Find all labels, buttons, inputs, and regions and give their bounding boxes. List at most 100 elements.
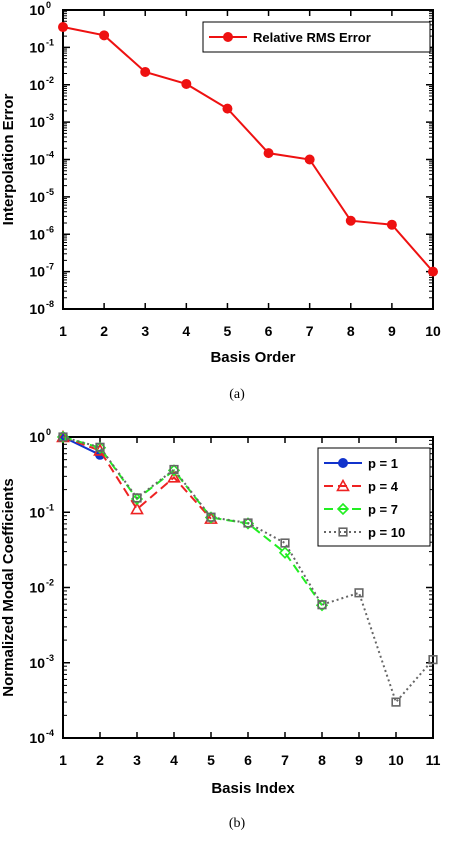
y-tick-exponent: -7	[46, 262, 54, 272]
legend: Relative RMS Error	[202, 21, 431, 53]
data-point	[263, 148, 274, 159]
legend-swatch-marker	[336, 478, 350, 492]
x-tick-label: 10	[425, 323, 441, 339]
y-tick-exponent: -4	[46, 150, 54, 160]
x-tick-label: 8	[347, 323, 355, 339]
legend-label: p = 7	[368, 502, 398, 517]
x-tick-label: 11	[426, 752, 441, 768]
y-tick-label: 10	[29, 226, 45, 242]
figure-caption: (b)	[229, 816, 246, 831]
y-axis-label: Interpolation Error	[0, 94, 17, 226]
y-tick-label: 10	[29, 39, 45, 55]
x-tick-label: 6	[265, 323, 273, 339]
legend-box	[317, 447, 431, 547]
plot-frame	[62, 9, 434, 310]
y-tick-exponent: -8	[46, 299, 54, 309]
x-tick-label: 5	[207, 752, 215, 768]
x-tick-label: 1	[59, 752, 67, 768]
legend-swatch-marker	[338, 527, 348, 537]
x-tick-label: 3	[141, 323, 149, 339]
data-point	[167, 470, 181, 483]
data-point	[132, 493, 142, 503]
x-tick-label: 7	[281, 752, 289, 768]
x-tick-label: 2	[96, 752, 104, 768]
legend-swatch-marker	[223, 32, 233, 42]
series-relative-rms-error	[58, 22, 438, 277]
y-tick-exponent: -3	[46, 112, 54, 122]
y-tick-label: 10	[29, 114, 45, 130]
x-tick-label: 2	[100, 323, 108, 339]
data-point	[130, 501, 144, 515]
series-line	[62, 436, 434, 705]
y-tick-label: 10	[29, 301, 45, 317]
y-tick-exponent: 0	[46, 0, 51, 10]
x-tick-label: 1	[59, 323, 67, 339]
y-tick-exponent: -3	[46, 653, 54, 663]
y-tick-label: 10	[29, 152, 45, 168]
data-point	[99, 30, 110, 41]
data-point	[181, 78, 192, 89]
series-p-10	[58, 432, 438, 707]
x-tick-label: 4	[182, 323, 190, 339]
data-point	[354, 588, 364, 598]
y-tick-exponent: 0	[46, 427, 51, 437]
data-point	[222, 103, 233, 114]
y-tick-label: 10	[29, 730, 45, 746]
y-tick-label: 10	[29, 2, 45, 18]
data-point	[345, 215, 356, 226]
x-tick-label: 9	[355, 752, 363, 768]
data-point	[428, 655, 438, 665]
x-axis-label: Basis Index	[211, 780, 295, 797]
y-tick-label: 10	[29, 429, 45, 445]
data-point	[243, 518, 253, 528]
x-tick-label: 4	[170, 752, 178, 768]
y-tick-exponent: -1	[46, 37, 54, 47]
y-tick-exponent: -4	[46, 728, 54, 738]
x-tick-label: 10	[388, 752, 404, 768]
x-tick-label: 8	[318, 752, 326, 768]
x-tick-label: 5	[224, 323, 232, 339]
x-tick-label: 7	[306, 323, 314, 339]
data-point	[169, 464, 179, 475]
x-tick-label: 9	[388, 323, 396, 339]
data-point	[386, 219, 397, 230]
legend-swatch-marker	[336, 502, 350, 516]
y-tick-label: 10	[29, 189, 45, 205]
y-tick-exponent: -2	[46, 578, 54, 588]
y-tick-label: 10	[29, 264, 45, 280]
data-point	[317, 600, 327, 610]
data-point	[428, 266, 438, 277]
data-point	[58, 22, 68, 33]
x-tick-label: 3	[133, 752, 141, 768]
data-point	[95, 442, 105, 452]
data-point	[278, 546, 292, 559]
legend-swatch-marker	[338, 458, 348, 468]
data-point	[304, 154, 315, 165]
y-tick-exponent: -2	[46, 75, 54, 85]
legend-label: Relative RMS Error	[253, 30, 371, 45]
data-point	[140, 66, 151, 77]
x-axis-label: Basis Order	[210, 349, 295, 366]
y-tick-label: 10	[29, 580, 45, 596]
legend-label: p = 1	[368, 456, 398, 471]
y-tick-exponent: -5	[46, 187, 54, 197]
series-line	[62, 436, 323, 606]
legend-label: p = 10	[368, 525, 405, 540]
data-point	[58, 432, 68, 442]
data-point	[206, 512, 216, 522]
series-line	[62, 436, 212, 520]
y-tick-exponent: -1	[46, 502, 54, 512]
y-tick-label: 10	[29, 77, 45, 93]
data-point	[280, 538, 290, 548]
figure-caption: (a)	[229, 387, 245, 402]
data-point	[391, 697, 401, 707]
x-tick-label: 6	[244, 752, 252, 768]
legend-label: p = 4	[368, 479, 399, 494]
y-tick-label: 10	[29, 655, 45, 671]
y-tick-label: 10	[29, 504, 45, 520]
legend: p = 1 p = 4 p = 7 p = 10	[317, 447, 431, 547]
y-axis-label: Normalized Modal Coefficients	[0, 478, 17, 696]
